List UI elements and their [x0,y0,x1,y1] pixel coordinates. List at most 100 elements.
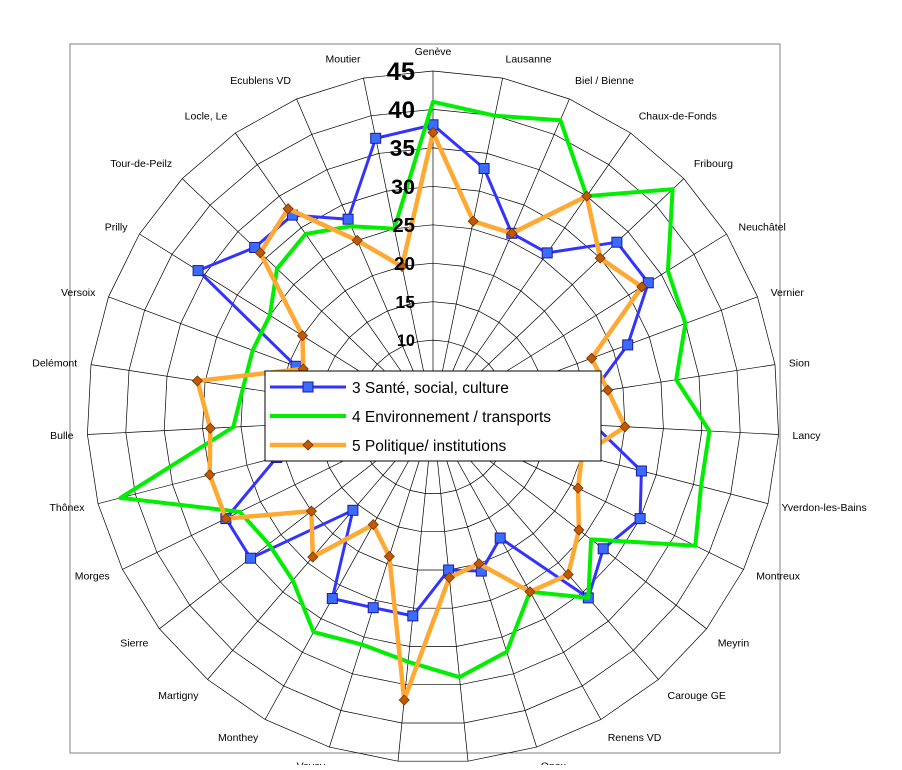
data-point-diamond [581,190,593,202]
grid-spoke [432,132,631,418]
data-point-square [611,236,623,248]
data-point-square [347,504,359,516]
data-point-square [541,247,553,259]
data-point-diamond [427,126,439,139]
tick-label: 15 [395,292,415,312]
legend-label: 3 Santé, social, culture [352,380,509,397]
category-label: Locle, Le [185,111,228,123]
data-point-square [635,465,647,477]
category-label: Tour-de-Peilz [110,158,172,170]
tick-label: 20 [394,254,415,275]
grid-spoke [432,416,602,720]
category-label: Morges [75,571,110,583]
data-point-square [249,242,261,253]
data-point-diamond [443,572,455,584]
grid-spoke [432,416,537,748]
category-label: Neuchâtel [739,222,786,234]
data-point-diamond [204,422,216,434]
data-point-square [478,163,490,174]
data-point-square [407,610,419,622]
category-label: Vernier [771,287,805,299]
grid-spoke [432,416,469,762]
series-4 [118,99,712,680]
category-label: Prilly [105,222,128,234]
data-point-diamond [254,247,266,259]
grid-spoke [235,132,434,418]
category-label: Bulle [50,430,74,442]
data-point-diamond [367,519,379,531]
category-label: Martigny [158,690,199,702]
legend-item: 3 Santé, social, culture [270,380,509,397]
data-point-diamond [602,384,614,396]
data-point-square [326,593,338,604]
grid-spoke [329,416,434,748]
tick-label: 30 [391,175,415,199]
legend-item: 5 Politique/ institutions [270,438,506,455]
category-label: Ecublens VD [230,75,291,87]
category-label: Renens VD [608,732,662,744]
data-point-diamond [383,550,395,562]
data-point-diamond [572,482,584,494]
data-point-square [642,277,654,289]
data-point-diamond [506,227,518,239]
tick-label: 25 [393,215,415,237]
grid-spoke [432,98,570,418]
category-label: Versoix [61,287,96,299]
legend: 3 Santé, social, culture 4 Environnement … [264,370,602,462]
grid-ring-20 [279,262,587,571]
category-label: Yverdon-les-Bains [782,502,867,514]
category-label: Thônex [49,502,85,514]
data-point-diamond [307,551,319,563]
data-point-diamond [573,524,585,536]
legend-item: 4 Environnement / transports [270,409,551,426]
data-point-diamond [396,260,408,272]
data-point-square [622,339,634,351]
data-point-diamond [562,568,574,581]
category-label: Vevey [297,761,326,766]
data-point-square [634,513,646,525]
data-point-square [367,602,379,614]
data-point-diamond [467,215,479,227]
data-point-diamond [305,505,317,517]
data-point-diamond [351,234,363,246]
tick-label: 35 [390,135,416,161]
series-line [196,123,650,618]
category-label: Lausanne [506,53,552,65]
category-label: Fribourg [694,158,733,170]
data-point-diamond [398,694,410,706]
data-point-diamond [191,375,203,387]
category-label: Sion [789,358,810,370]
category-labels: Genève Lausanne Biel / Bienne Chaux-de-Fond… [32,46,867,770]
data-point-diamond [636,281,648,293]
category-label: Onex [541,761,567,766]
data-point-diamond [524,586,536,598]
category-label: Moutier [325,53,361,65]
data-point-diamond [204,469,216,481]
series-line [195,130,645,703]
category-label: Meyrin [718,637,750,649]
legend-marker-square [302,381,314,393]
category-label: Delémont [32,358,77,370]
data-point-square [370,132,382,144]
data-point-square [245,552,257,564]
grid-ring-40 [125,109,741,724]
category-label: Montreux [756,571,801,583]
legend-marker-diamond [302,439,314,451]
grid-ring-35 [163,147,703,686]
grid-spoke [432,78,503,418]
category-label: Sierre [120,637,148,649]
grid-ring-15 [317,301,549,533]
category-label: Chaux-de-Fonds [639,111,717,123]
data-point-square [192,265,204,277]
grid-ring-45 [87,70,779,762]
grid-spoke [296,98,434,418]
series-line [118,99,712,680]
data-point-diamond [586,352,598,364]
category-label: Carouge GE [668,690,726,702]
data-point-diamond [220,513,232,525]
data-point-diamond [473,558,485,570]
data-point-square [597,543,609,555]
tick-label: 45 [387,58,415,86]
